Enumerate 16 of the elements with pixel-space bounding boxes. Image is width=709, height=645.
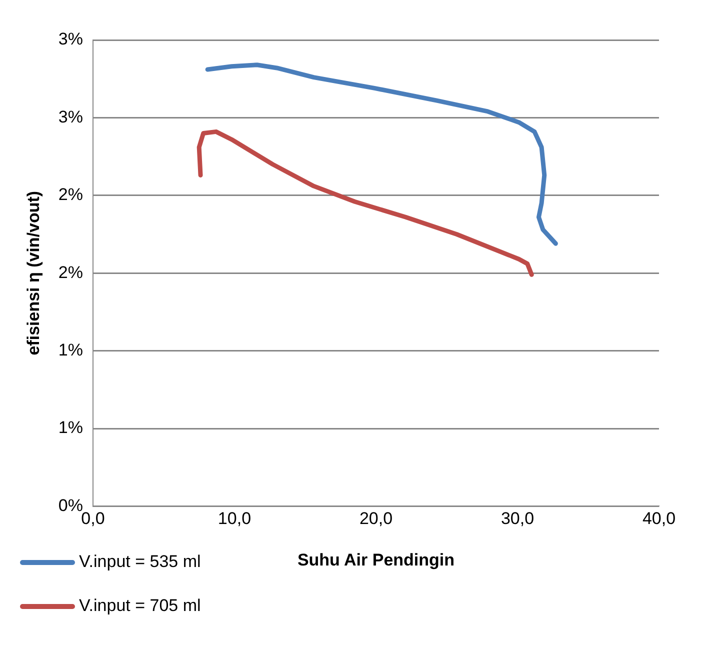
y-tick-label: 1% <box>58 340 83 360</box>
x-tick-label: 20,0 <box>359 509 393 528</box>
legend-label: V.input = 535 ml <box>79 552 201 572</box>
x-axis-title: Suhu Air Pendingin <box>297 550 455 570</box>
y-tick-label: 2% <box>58 262 83 282</box>
x-tick-label: 10,0 <box>218 509 252 528</box>
y-axis-title: efisiensi η (vin/vout) <box>24 190 43 356</box>
y-tick-label: 1% <box>58 418 83 438</box>
x-tick-label: 30,0 <box>500 509 534 528</box>
x-tick-label: 40,0 <box>642 509 676 528</box>
y-tick-label: 2% <box>58 185 83 204</box>
x-tick-label: 0,0 <box>81 509 105 528</box>
y-tick-label: 3% <box>58 107 83 126</box>
y-tick-label: 0% <box>58 496 83 515</box>
legend-label: V.input = 705 ml <box>79 596 201 616</box>
y-tick-label: 3% <box>58 30 83 49</box>
